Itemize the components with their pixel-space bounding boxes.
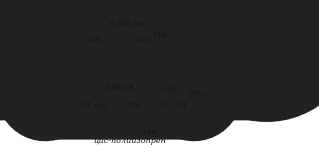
Text: C: C xyxy=(109,61,115,69)
Text: транс-полиизопрен: транс-полиизопрен xyxy=(87,77,173,85)
Text: CH$_2$$-$: CH$_2$$-$ xyxy=(185,50,207,60)
Text: цис-полиизопрен: цис-полиизопрен xyxy=(93,137,167,145)
Text: CH: CH xyxy=(128,101,140,109)
Text: =: = xyxy=(122,99,127,104)
Text: $-$CH$_2$: $-$CH$_2$ xyxy=(28,101,51,111)
Text: C: C xyxy=(157,61,163,69)
Text: =: = xyxy=(165,60,169,65)
Text: CH$_2$: CH$_2$ xyxy=(22,65,38,75)
Text: =: = xyxy=(51,35,56,41)
Text: CH: CH xyxy=(56,37,68,45)
Text: CH: CH xyxy=(79,101,91,109)
Text: CH$_2$: CH$_2$ xyxy=(142,128,158,138)
Text: C: C xyxy=(66,101,72,109)
Text: 0,816 нм: 0,816 нм xyxy=(110,19,144,27)
Text: CH$_3$: CH$_3$ xyxy=(162,86,178,96)
Text: CH$_2$: CH$_2$ xyxy=(93,103,109,113)
Text: CH$_2$: CH$_2$ xyxy=(45,128,61,138)
Text: CH$_2$: CH$_2$ xyxy=(87,36,103,46)
Text: CH: CH xyxy=(175,101,187,109)
Text: CH$_3$: CH$_3$ xyxy=(104,70,120,80)
Text: =: = xyxy=(74,99,78,104)
Text: CH$_2$$-$: CH$_2$$-$ xyxy=(187,89,209,99)
Text: C: C xyxy=(115,101,121,109)
Text: 0,48 нм: 0,48 нм xyxy=(105,82,134,90)
Text: CH$_2$: CH$_2$ xyxy=(136,36,152,46)
Text: CH: CH xyxy=(170,61,182,69)
Text: CH: CH xyxy=(72,66,84,74)
Text: C: C xyxy=(162,101,168,109)
Text: =: = xyxy=(116,60,122,65)
Text: CH$_3$: CH$_3$ xyxy=(152,31,168,41)
Text: CH$_3$: CH$_3$ xyxy=(61,86,77,96)
Text: $-$CH$_2$: $-$CH$_2$ xyxy=(6,38,29,48)
Text: CH: CH xyxy=(121,61,133,69)
Text: CH$_3$: CH$_3$ xyxy=(38,26,54,36)
Text: C: C xyxy=(43,37,49,45)
Text: =: = xyxy=(170,99,174,104)
